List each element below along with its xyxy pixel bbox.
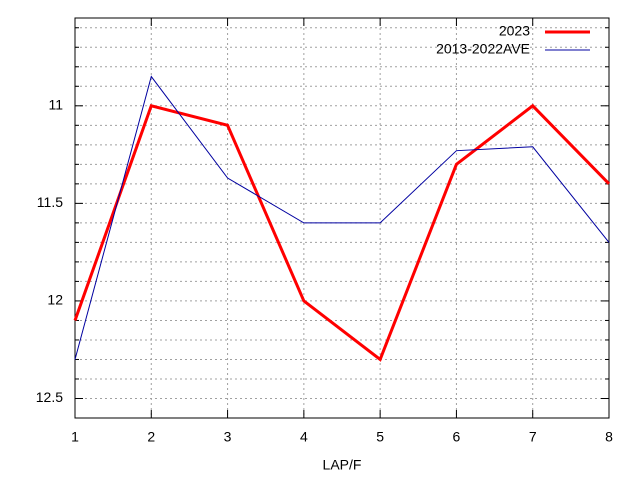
plot-frame [74,17,610,419]
series-line [73,103,611,362]
series-line [74,75,610,360]
x-tick-label: 8 [605,429,613,445]
x-tick-label: 7 [529,429,537,445]
x-tick-label: 5 [376,429,384,445]
x-tick-label: 3 [224,429,232,445]
x-tick-label: 1 [71,429,79,445]
legend-label: 2023 [499,23,530,39]
y-tick-label: 12 [47,292,63,308]
x-tick-label: 2 [147,429,155,445]
y-tick-label: 11.5 [37,194,63,210]
x-tick-label: 6 [453,429,461,445]
x-tick-label: 4 [300,429,308,445]
x-axis-label: LAP/F [323,457,362,473]
legend-label: 2013-2022AVE [436,41,530,57]
y-tick-label: 11 [48,97,63,113]
y-tick-label: 12.5 [36,389,63,405]
